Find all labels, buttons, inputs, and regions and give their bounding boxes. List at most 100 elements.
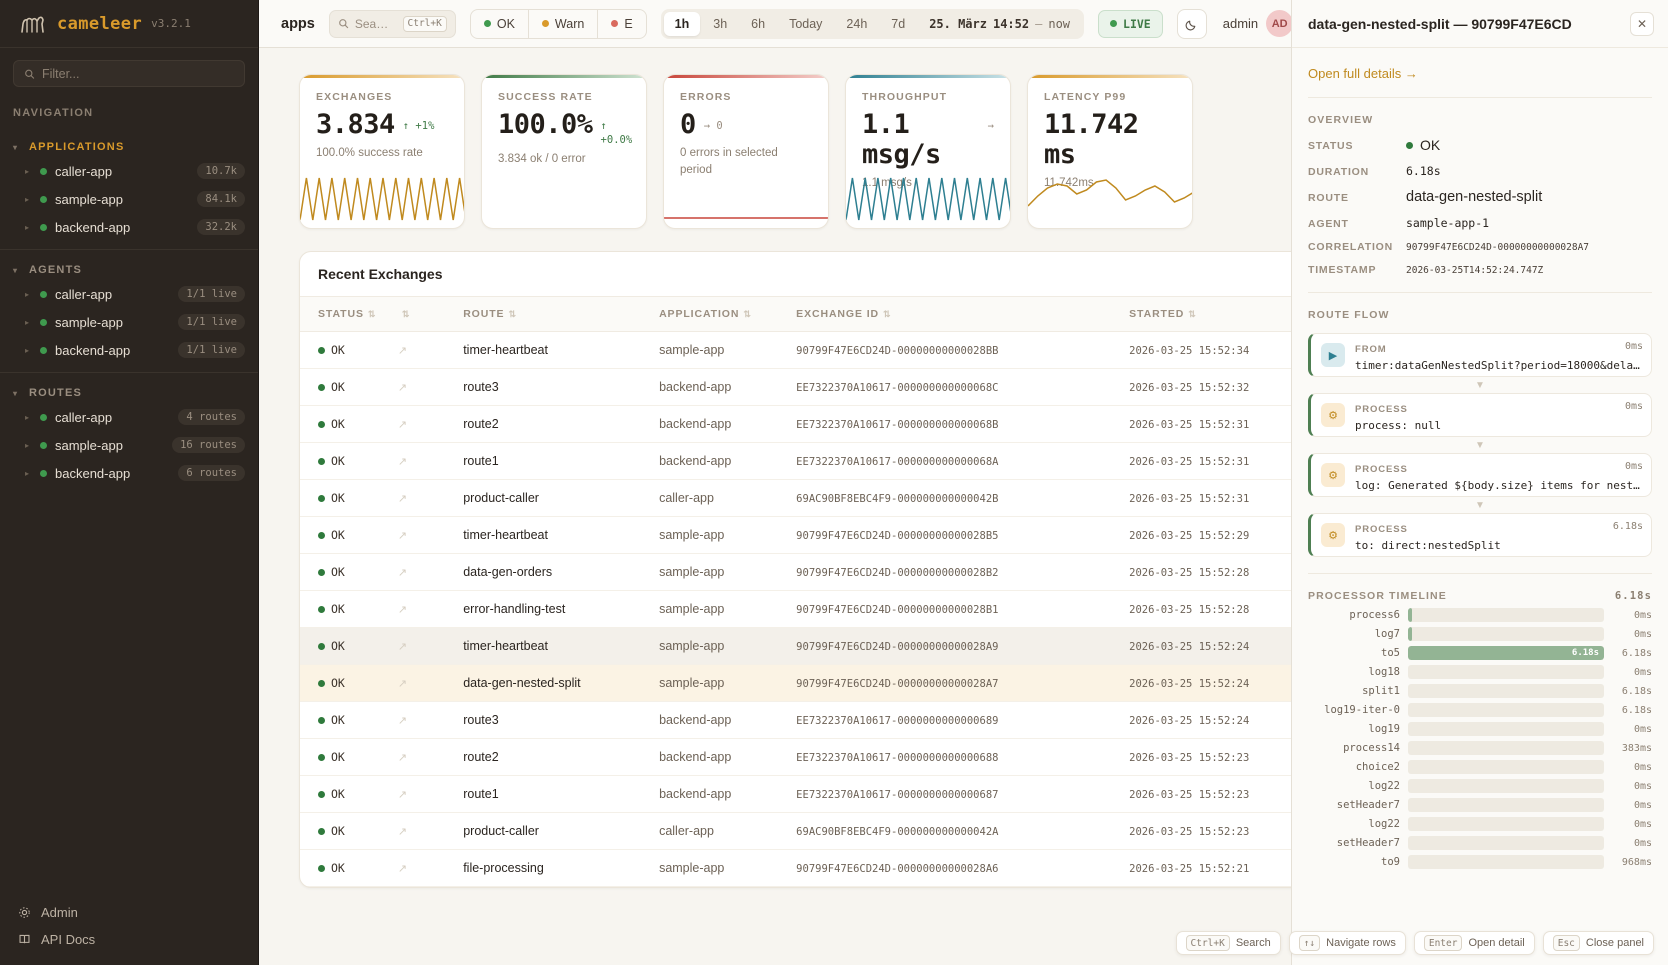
sidebar-item-label: sample-app — [55, 437, 123, 453]
sidebar-item-backend-app[interactable]: ▸ backend-app 32.2k — [0, 213, 258, 241]
range-today[interactable]: Today — [789, 16, 823, 31]
range-1h[interactable]: 1h — [663, 11, 701, 36]
row-started: 2026-03-25 15:52:24 — [1129, 641, 1250, 653]
timeline-row: to9 968ms — [1308, 855, 1652, 869]
row-route: data-gen-nested-split — [463, 676, 581, 690]
filter-input[interactable] — [41, 66, 234, 81]
status-dot — [318, 531, 325, 539]
open-detail-icon[interactable]: ↗ — [397, 419, 408, 431]
hint-close-panel: Esc Close panel — [1542, 931, 1654, 955]
open-detail-icon[interactable]: ↗ — [397, 641, 408, 653]
flow-node[interactable]: ⚙ PROCESS to: direct:nestedSplit 6.18s — [1308, 513, 1652, 557]
status-dot — [611, 20, 619, 27]
open-detail-icon[interactable]: ↗ — [397, 678, 408, 690]
sidebar-item-caller-app[interactable]: ▸ caller-app 4 routes — [0, 403, 258, 431]
row-exchange-id: 90799F47E6CD24D-00000000000028B5 — [796, 530, 999, 542]
row-exchange-id: 69AC90BF8EBC4F9-000000000000042B — [796, 493, 999, 505]
status-dot — [40, 167, 47, 175]
open-detail-icon[interactable]: ↗ — [397, 826, 408, 838]
table-title: Recent Exchanges — [318, 266, 443, 282]
row-started: 2026-03-25 15:52:21 — [1129, 863, 1250, 875]
row-application: backend-app — [659, 713, 732, 727]
row-route: route1 — [463, 454, 499, 468]
open-detail-icon[interactable]: ↗ — [397, 863, 408, 875]
live-toggle[interactable]: LIVE — [1098, 9, 1163, 38]
nav-group-header[interactable]: ▾ APPLICATIONS — [0, 137, 258, 157]
range-stamp[interactable]: 25. März 14:52 — now — [918, 12, 1081, 36]
column-header-status[interactable]: STATUS ⇅ — [300, 296, 398, 332]
theme-toggle-button[interactable] — [1176, 8, 1207, 39]
open-detail-icon[interactable]: ↗ — [397, 493, 408, 505]
brand[interactable]: cameleer v3.2.1 — [0, 0, 258, 48]
close-icon[interactable]: ✕ — [1630, 11, 1654, 36]
open-detail-icon[interactable]: ↗ — [397, 789, 408, 801]
open-detail-icon[interactable]: ↗ — [397, 604, 408, 616]
timeline-row: split1 6.18s — [1308, 684, 1652, 698]
filter-box[interactable] — [13, 60, 245, 87]
kpi-card-exchanges[interactable]: EXCHANGES 3.834 ↑ +1% 100.0% success rate — [299, 74, 465, 229]
open-detail-icon[interactable]: ↗ — [397, 715, 408, 727]
kpi-card-throughput[interactable]: THROUGHPUT 1.1 msg/s → 1.1 msg/s — [845, 74, 1011, 229]
column-header-application[interactable]: APPLICATION ⇅ — [659, 296, 797, 332]
sidebar-item-backend-app[interactable]: ▸ backend-app 1/1 live — [0, 336, 258, 364]
flow-node[interactable]: ⚙ PROCESS log: Generated ${body.size} item… — [1308, 453, 1652, 497]
timeline-track — [1408, 798, 1604, 812]
sidebar-item-caller-app[interactable]: ▸ caller-app 10.7k — [0, 157, 258, 185]
flow-connector: ▼ — [1475, 499, 1485, 511]
overview-value: OK — [1406, 137, 1440, 153]
flow-node[interactable]: ▶ FROM timer:dataGenNestedSplit?period=180… — [1308, 333, 1652, 377]
range-6h[interactable]: 6h — [751, 16, 766, 31]
sidebar-item-badge: 4 routes — [178, 409, 245, 425]
range-7d[interactable]: 7d — [891, 16, 906, 31]
sidebar-item-sample-app[interactable]: ▸ sample-app 1/1 live — [0, 308, 258, 336]
row-route: data-gen-orders — [463, 565, 553, 579]
column-header-exchange-id[interactable]: EXCHANGE ID ⇅ — [796, 296, 1130, 332]
column-header-route[interactable]: ROUTE ⇅ — [463, 296, 660, 332]
flow-node[interactable]: ⚙ PROCESS process: null 0ms — [1308, 393, 1652, 437]
open-detail-icon[interactable]: ↗ — [397, 345, 408, 357]
sort-icon: ⇅ — [883, 309, 892, 319]
open-detail-icon[interactable]: ↗ — [397, 530, 408, 542]
range-3h[interactable]: 3h — [713, 16, 728, 31]
sidebar-item-sample-app[interactable]: ▸ sample-app 16 routes — [0, 431, 258, 459]
nav-group-header[interactable]: ▾ AGENTS — [0, 260, 258, 280]
row-application: sample-app — [659, 676, 725, 690]
kpi-card-latency-p99[interactable]: LATENCY P99 11.742 ms 11.742ms — [1027, 74, 1193, 229]
row-exchange-id: 90799F47E6CD24D-00000000000028A6 — [796, 863, 999, 875]
range-24h[interactable]: 24h — [846, 16, 868, 31]
range-time: 14:52 — [992, 16, 1030, 31]
column-header-icon[interactable]: ⇅ — [397, 296, 464, 332]
sidebar-item-admin[interactable]: Admin — [0, 899, 258, 926]
kpi-card-errors[interactable]: ERRORS 0 → 0 0 errors in selected period — [663, 74, 829, 229]
open-detail-icon[interactable]: ↗ — [397, 382, 408, 394]
sidebar-item-backend-app[interactable]: ▸ backend-app 6 routes — [0, 459, 258, 487]
sidebar-item-api-docs[interactable]: API Docs — [0, 926, 258, 953]
sidebar-item-label: backend-app — [55, 465, 131, 481]
row-application: backend-app — [659, 380, 732, 394]
open-detail-icon[interactable]: ↗ — [397, 752, 408, 764]
flow-value: process: null — [1355, 418, 1442, 432]
sidebar-item-caller-app[interactable]: ▸ caller-app 1/1 live — [0, 280, 258, 308]
open-full-details-link[interactable]: Open full details → — [1308, 66, 1418, 81]
open-detail-icon[interactable]: ↗ — [397, 456, 408, 468]
status-filter-warn[interactable]: Warn — [529, 9, 599, 38]
flow-duration: 0ms — [1624, 461, 1643, 472]
search-box[interactable]: Sea… Ctrl+K — [328, 9, 456, 38]
chevron-right-icon: ▸ — [25, 222, 30, 232]
open-detail-icon[interactable]: ↗ — [397, 567, 408, 579]
status-dot — [318, 420, 325, 428]
nav-group-header[interactable]: ▾ ROUTES — [0, 383, 258, 403]
row-application: backend-app — [659, 454, 732, 468]
sparkline — [664, 217, 828, 219]
kpi-card-success-rate[interactable]: SUCCESS RATE 100.0% ↑ +0.0% 3.834 ok / 0 err… — [481, 74, 647, 229]
user-menu[interactable]: admin AD — [1223, 10, 1294, 37]
timeline-inbar-label: 6.18s — [1571, 648, 1599, 658]
flow-connector: ▼ — [1475, 379, 1485, 391]
sidebar-item-sample-app[interactable]: ▸ sample-app 84.1k — [0, 185, 258, 213]
table-row[interactable]: OK ↗ route2 backend-app EE7322370A10617-0000… — [300, 405, 1645, 443]
status-filter-ok[interactable]: OK — [471, 9, 529, 38]
status-filter-label: OK — [496, 16, 515, 31]
status-filter-e[interactable]: E — [598, 10, 645, 38]
gear-icon: ⚙ — [1321, 523, 1345, 547]
hint-label: Search — [1235, 937, 1271, 949]
